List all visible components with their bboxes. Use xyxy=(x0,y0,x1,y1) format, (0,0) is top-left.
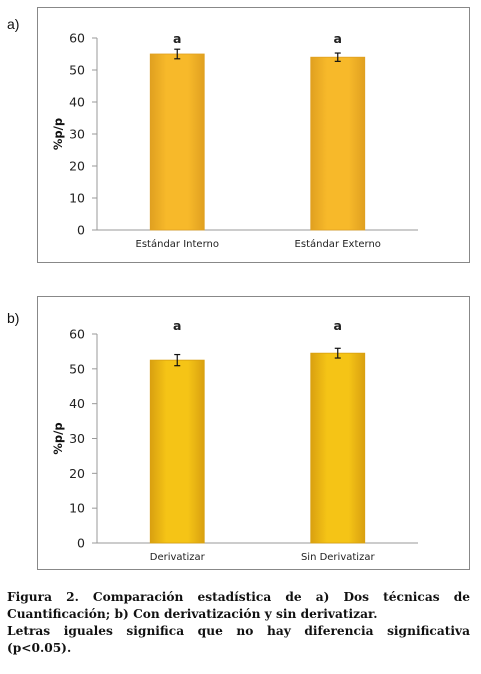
y-tick-label: 30 xyxy=(69,431,85,446)
caption-line-1: Figura 2. Comparación estadística de a) … xyxy=(7,590,470,621)
y-tick-label: 10 xyxy=(69,191,85,206)
x-category-label: Estándar Interno xyxy=(136,238,219,250)
significance-letter: a xyxy=(334,31,342,46)
y-tick-label: 40 xyxy=(69,396,85,411)
chart-b-frame: %p/p 0 10 20 30 40 50 60 a Derivatizar a Sin Deriva… xyxy=(37,296,470,570)
significance-letter: a xyxy=(173,31,181,46)
bar xyxy=(310,56,366,231)
x-category-label: Derivatizar xyxy=(150,552,206,563)
panel-b-label: b) xyxy=(7,310,20,326)
y-axis-label: %p/p xyxy=(51,118,65,150)
panel-a-label: a) xyxy=(7,16,20,32)
y-tick-label: 50 xyxy=(69,361,85,376)
significance-letter: a xyxy=(334,318,342,333)
y-tick-label: 40 xyxy=(69,95,85,110)
chart-a-frame: %p/p 0 10 20 30 40 50 60 a Estándar Interno a Están… xyxy=(37,7,470,263)
caption-line-2: Letras iguales significa que no hay dife… xyxy=(7,624,470,655)
bar xyxy=(149,53,205,231)
y-tick-label: 20 xyxy=(69,466,85,481)
y-tick-label: 20 xyxy=(69,159,85,174)
y-tick-label: 60 xyxy=(69,327,85,342)
y-axis-label: %p/p xyxy=(51,422,65,454)
y-tick-label: 60 xyxy=(69,31,85,46)
bar xyxy=(149,359,205,544)
chart-a: %p/p 0 10 20 30 40 50 60 a Estándar Interno a Están… xyxy=(51,31,418,250)
y-tick-label: 50 xyxy=(69,63,85,78)
y-tick-label: 30 xyxy=(69,127,85,142)
figure-caption: Figura 2. Comparación estadística de a) … xyxy=(7,589,470,657)
y-tick-label: 0 xyxy=(77,223,85,238)
x-category-label: Estándar Externo xyxy=(295,238,381,250)
x-category-label: Sin Derivatizar xyxy=(301,552,376,563)
bar xyxy=(310,352,366,544)
chart-b: %p/p 0 10 20 30 40 50 60 a Derivatizar a Sin Deriva… xyxy=(51,318,418,563)
y-tick-label: 0 xyxy=(77,536,85,551)
y-tick-label: 10 xyxy=(69,501,85,516)
significance-letter: a xyxy=(173,318,181,333)
